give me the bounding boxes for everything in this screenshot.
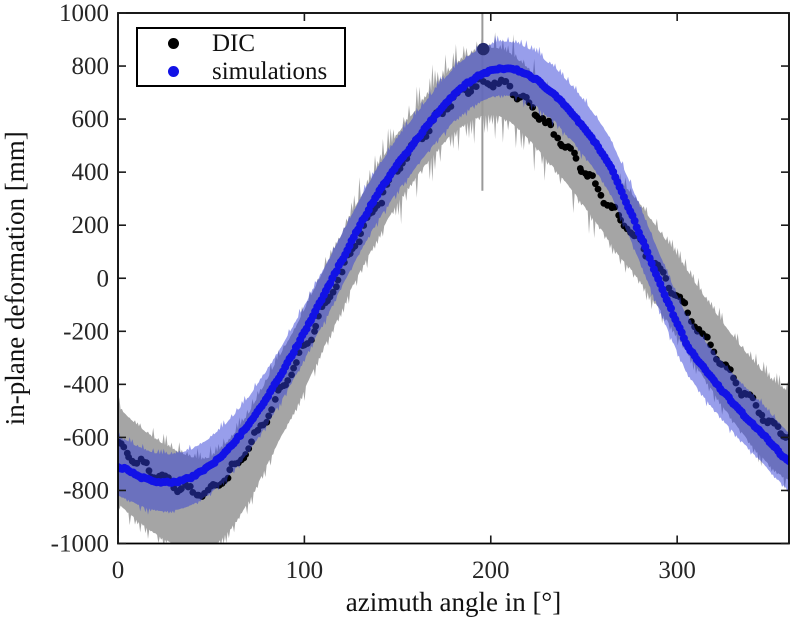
dic-data-point <box>681 299 689 307</box>
simulation-data-point <box>630 216 639 225</box>
y-tick-label: 600 <box>72 106 110 133</box>
legend-item-dic: DIC <box>138 29 344 57</box>
simulation-uncertainty-band <box>118 35 789 515</box>
x-tick-label: 0 <box>112 557 125 584</box>
y-tick-label: -600 <box>63 424 109 451</box>
legend: DIC simulations <box>136 27 346 87</box>
dic-data-point <box>589 172 596 180</box>
x-tick-label: 100 <box>286 557 324 584</box>
y-tick-label: 1000 <box>59 0 109 27</box>
dic-data-point <box>594 185 602 193</box>
legend-label-simulations: simulations <box>212 57 328 85</box>
y-tick-label: -200 <box>63 318 109 345</box>
simulation-data-point <box>643 248 652 257</box>
dic-data-point <box>597 191 605 199</box>
simulation-data-point <box>784 457 789 465</box>
dic-outlier-point <box>477 42 490 56</box>
y-tick-label: -400 <box>63 371 109 398</box>
dic-data-point <box>572 154 580 162</box>
dic-uncertainty-band <box>118 31 789 544</box>
dic-data-point <box>567 145 574 152</box>
y-tick-label: 200 <box>72 212 110 239</box>
simulations-marker-icon <box>168 65 179 77</box>
simulation-data-point <box>667 304 675 313</box>
y-tick-label: 800 <box>72 53 110 80</box>
simulation-data-point <box>647 259 656 268</box>
y-axis-label: in-plane deformation [mm] <box>0 131 30 425</box>
simulation-markers <box>118 64 789 487</box>
x-tick-label: 200 <box>472 557 510 584</box>
dic-marker-icon <box>168 37 179 49</box>
x-axis-label: azimuth angle in [°] <box>346 587 561 617</box>
dic-data-point <box>703 333 711 341</box>
y-tick-label: 0 <box>97 265 110 292</box>
x-tick-label: 300 <box>658 557 696 584</box>
y-tick-label: -800 <box>63 477 109 504</box>
dic-data-point <box>684 309 692 317</box>
dic-data-point <box>592 180 599 188</box>
legend-item-simulations: simulations <box>138 57 344 85</box>
y-tick-label: -1000 <box>51 531 109 558</box>
y-tick-label: 400 <box>72 159 110 186</box>
legend-label-dic: DIC <box>212 29 256 57</box>
dic-data-point <box>571 149 578 157</box>
dic-data-point <box>554 134 562 142</box>
